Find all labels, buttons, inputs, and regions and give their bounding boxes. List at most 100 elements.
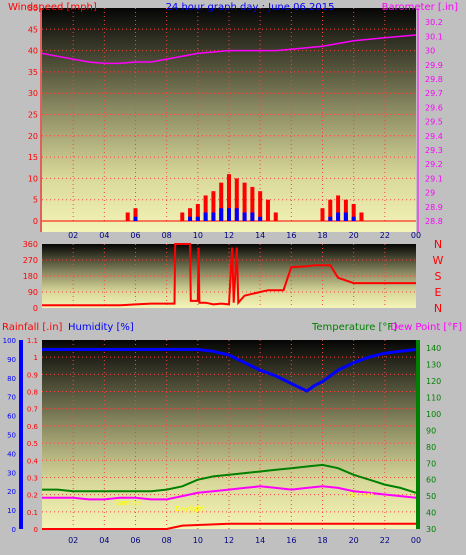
y-tick-barometer: 30 (425, 47, 435, 56)
x-tick-label: 12 (224, 231, 234, 240)
gust-bar (234, 178, 239, 221)
gust-bar (336, 195, 341, 221)
y-tick-barometer: 29.6 (425, 103, 443, 112)
x-tick-label: 06 (130, 231, 140, 240)
y-tick-windspeed: 50 (28, 4, 38, 13)
wind-bar (242, 212, 247, 221)
y-tick-barometer: 29.4 (425, 132, 443, 141)
y-tick-humidity: 70 (7, 394, 16, 402)
y-tick-barometer: 29.7 (425, 89, 443, 98)
x-tick-label: 00 (411, 536, 421, 545)
x-tick-label: 22 (380, 536, 390, 545)
gust-bar (211, 191, 216, 221)
x-tick-label: 14 (255, 231, 265, 240)
gust-bar (320, 208, 325, 221)
gust-bar (125, 212, 130, 221)
panel-rain-humidity-temp (42, 340, 416, 529)
x-tick-label: 10 (193, 231, 203, 240)
y-tick-humidity: 40 (7, 450, 16, 458)
y-tick-barometer: 29.1 (425, 174, 443, 183)
x-tick-label: 04 (99, 536, 109, 545)
temperature-line (42, 463, 417, 494)
gust-bar (133, 208, 138, 221)
gust-bar (242, 182, 247, 221)
y-tick-compass: W (433, 254, 444, 267)
y-tick-windspeed: 10 (28, 174, 38, 183)
y-tick-barometer: 29 (425, 189, 435, 198)
barometer-line (41, 34, 417, 65)
wind-bar (133, 216, 138, 221)
rainfall-line (42, 522, 416, 530)
y-tick-temperature: 130 (426, 361, 441, 370)
y-tick-rainfall: 0.6 (27, 423, 39, 431)
y-tick-direction: 180 (23, 272, 38, 281)
gust-bar (265, 199, 270, 221)
y-tick-temperature: 110 (426, 394, 441, 403)
y-tick-rainfall: 0.5 (27, 440, 38, 448)
x-tick-label: 20 (349, 536, 359, 545)
y-tick-temperature: 40 (426, 509, 436, 518)
y-tick-rainfall: 0 (34, 526, 38, 534)
y-tick-humidity: 60 (7, 413, 16, 421)
y-tick-windspeed: 35 (28, 68, 38, 77)
y-tick-compass: N (434, 302, 442, 315)
wind-bar (250, 212, 255, 221)
y-tick-humidity: 20 (7, 488, 16, 496)
y-tick-direction: 270 (23, 256, 38, 265)
y-tick-barometer: 28.8 (425, 217, 443, 226)
x-tick-label: 10 (193, 536, 203, 545)
y-tick-barometer: 29.8 (425, 75, 443, 84)
x-tick-label: 04 (99, 231, 109, 240)
y-tick-rainfall: 0.8 (27, 389, 38, 397)
annotation-label: Sunset (349, 491, 373, 499)
x-tick-label: 16 (286, 231, 296, 240)
y-tick-compass: E (435, 286, 442, 299)
gust-bar (273, 212, 278, 221)
y-tick-temperature: 100 (426, 410, 441, 419)
y-tick-rainfall: 0.1 (27, 509, 38, 517)
y-tick-temperature: 80 (426, 443, 436, 452)
xticks-rain-humidity-temp: 02 04 06 08 10 12 14 16 18 20 22 00 (68, 536, 421, 545)
y-tick-humidity: 10 (7, 507, 16, 515)
y-tick-windspeed: 20 (28, 132, 38, 141)
ylabel-barometer: Barometer [.in] (382, 2, 458, 13)
ylabel-dewpoint: Dew Point [°F] (390, 322, 462, 333)
wind-bar (336, 212, 341, 221)
gust-bar (203, 195, 208, 221)
annotation-label: Sunrise (115, 499, 141, 507)
x-tick-label: 12 (224, 536, 234, 545)
y-tick-barometer: 30.2 (425, 18, 443, 27)
y-tick-temperature: 60 (426, 476, 436, 485)
y-tick-direction: 0 (33, 304, 38, 313)
x-tick-label: 02 (68, 536, 78, 545)
y-tick-temperature: 90 (426, 426, 436, 435)
wind-bar (188, 216, 193, 221)
ylabel-humidity: Humidity [%] (68, 322, 134, 333)
gust-bar (180, 212, 185, 221)
x-tick-label: 22 (380, 231, 390, 240)
x-tick-label: 08 (162, 536, 172, 545)
x-tick-label: 16 (286, 536, 296, 545)
y-tick-compass: N (434, 238, 442, 251)
gust-bar (351, 203, 356, 221)
wind-bar (227, 208, 231, 221)
wind-bar (219, 208, 224, 221)
y-tick-temperature: 140 (426, 344, 441, 353)
yticks-rainfall: 0 0.1 0.2 0.3 0.4 0.5 0.6 0.7 0.8 0.9 1 1.1 (27, 337, 39, 534)
y-tick-rainfall: 1.1 (27, 337, 38, 345)
y-tick-humidity: 0 (12, 526, 16, 534)
y-tick-rainfall: 0.9 (27, 371, 38, 379)
gust-bar (343, 199, 348, 221)
gust-bar (328, 199, 333, 221)
wind-bar (234, 208, 239, 221)
wind-bar (328, 216, 333, 221)
y-tick-temperature: 50 (426, 492, 436, 501)
y-tick-windspeed: 30 (28, 89, 38, 98)
dewpoint-line (42, 485, 417, 501)
y-tick-humidity: 100 (3, 337, 16, 345)
y-tick-windspeed: 0 (33, 217, 38, 226)
x-tick-label: 18 (317, 536, 327, 545)
gust-bar (359, 212, 364, 221)
wind-bar (195, 216, 200, 221)
y-tick-direction: 360 (23, 240, 38, 249)
